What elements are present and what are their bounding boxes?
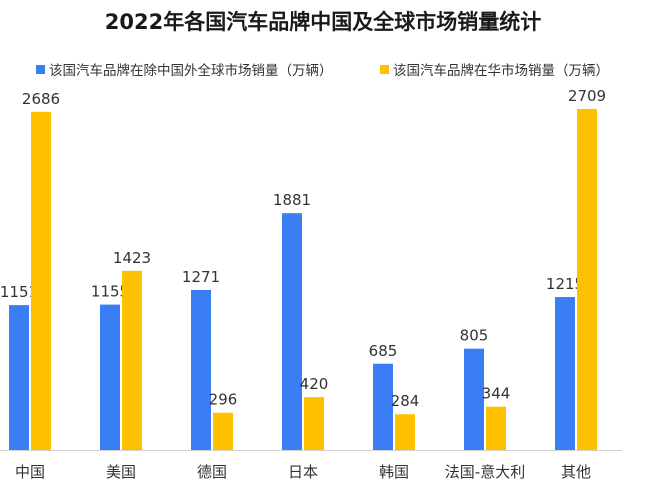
category-label-4: 韩国 bbox=[379, 463, 409, 481]
bar-china-3 bbox=[304, 397, 324, 450]
bar-global-5 bbox=[464, 348, 484, 450]
data-label-global-6: 1215 bbox=[546, 275, 584, 293]
category-label-0: 中国 bbox=[15, 463, 45, 481]
data-label-china-0: 2686 bbox=[22, 90, 60, 108]
category-label-1: 美国 bbox=[106, 463, 136, 481]
data-label-china-2: 296 bbox=[209, 391, 238, 409]
category-label-6: 其他 bbox=[561, 463, 591, 481]
bar-global-1 bbox=[100, 304, 120, 450]
data-label-china-3: 420 bbox=[300, 375, 329, 393]
bar-global-4 bbox=[373, 363, 393, 450]
bar-china-1 bbox=[122, 270, 142, 450]
data-label-global-2: 1271 bbox=[182, 268, 220, 286]
category-label-2: 德国 bbox=[197, 463, 227, 481]
data-label-global-0: 1151 bbox=[0, 283, 38, 301]
bar-china-6 bbox=[577, 108, 597, 451]
category-label-3: 日本 bbox=[288, 463, 318, 481]
bar-china-2 bbox=[213, 412, 233, 450]
category-label-5: 法国-意大利 bbox=[445, 463, 525, 481]
data-label-china-5: 344 bbox=[482, 385, 511, 403]
legend-item-china: 该国汽车品牌在华市场销量（万辆） bbox=[380, 58, 609, 80]
legend-swatch-china bbox=[380, 64, 389, 74]
bar-global-0 bbox=[9, 305, 29, 450]
legend-label-global: 该国汽车品牌在除中国外全球市场销量（万辆） bbox=[49, 63, 333, 79]
data-label-china-6: 2709 bbox=[568, 87, 606, 105]
data-label-global-4: 685 bbox=[369, 342, 398, 360]
data-label-global-1: 1155 bbox=[91, 283, 129, 301]
bar-china-0 bbox=[31, 111, 51, 450]
data-label-global-3: 1881 bbox=[273, 191, 311, 209]
bar-global-3 bbox=[282, 213, 302, 450]
legend-item-global: 该国汽车品牌在除中国外全球市场销量（万辆） bbox=[36, 58, 333, 80]
chart-title: 2022年各国汽车品牌中国及全球市场销量统计 bbox=[104, 10, 542, 34]
data-label-global-5: 805 bbox=[460, 327, 489, 345]
bar-global-2 bbox=[191, 289, 211, 450]
legend-swatch-global bbox=[36, 64, 45, 74]
bar-global-6 bbox=[555, 297, 575, 450]
data-label-china-1: 1423 bbox=[113, 249, 151, 267]
legend-label-china: 该国汽车品牌在华市场销量（万辆） bbox=[393, 63, 609, 79]
bar-china-5 bbox=[486, 406, 506, 450]
data-label-china-4: 284 bbox=[391, 392, 420, 410]
bar-china-4 bbox=[395, 414, 415, 450]
